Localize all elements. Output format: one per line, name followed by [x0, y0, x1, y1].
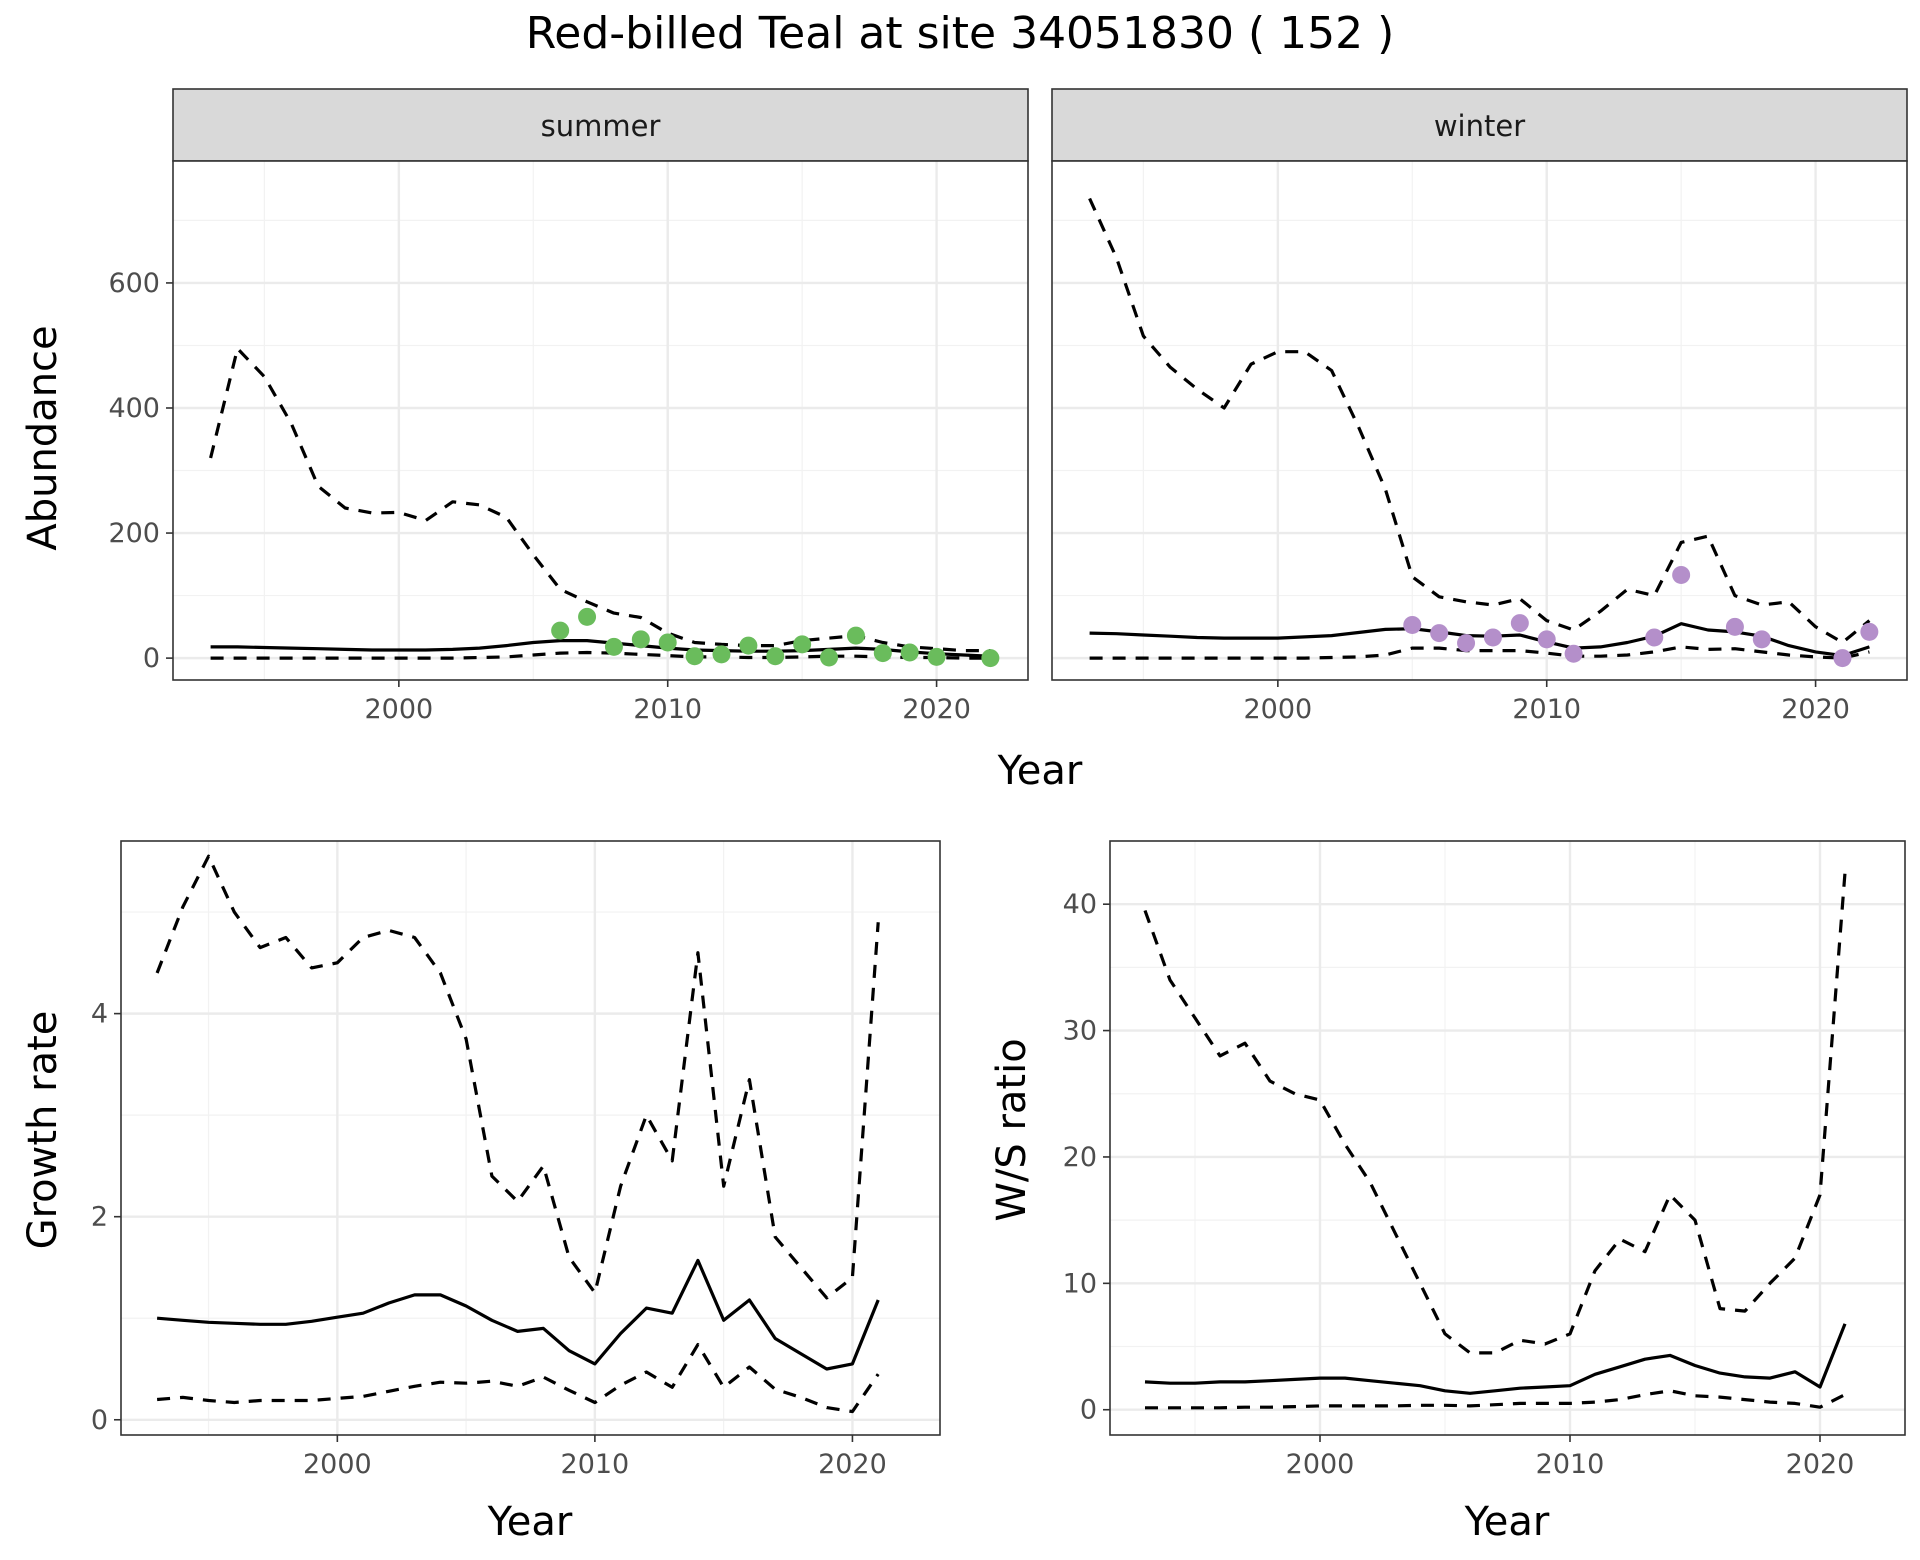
summer-x-tick-label: 2010 — [633, 694, 702, 725]
summer-panel-border — [172, 160, 1029, 681]
summer-count-point — [793, 635, 812, 654]
summer-count-point — [578, 607, 597, 626]
summer-count-point — [900, 643, 919, 662]
top-y-axis-title: Abundance — [20, 325, 66, 550]
ratio-plot-background — [1110, 841, 1905, 1435]
winter-count-point — [1564, 644, 1583, 663]
summer-count-point — [846, 626, 865, 645]
winter-plot-background — [1052, 161, 1907, 680]
summer-count-point — [739, 636, 758, 655]
winter-panel-border — [1051, 160, 1908, 681]
winter-count-point — [1430, 624, 1449, 643]
ratio-y-tick-label: 20 — [1063, 1142, 1097, 1173]
ratio-y-tick-label: 0 — [1080, 1395, 1097, 1426]
growth-y-tick-label: 2 — [91, 1202, 108, 1233]
winter-strip-label: winter — [1434, 109, 1525, 143]
ratio-x-tick-label: 2010 — [1536, 1449, 1605, 1480]
winter-abundance-panel: winter 2000 2010 2020 — [1051, 88, 1908, 725]
winter-strip — [1051, 88, 1908, 162]
growth-panel-border — [120, 840, 941, 1436]
winter-x-tick-label: 2010 — [1512, 694, 1581, 725]
winter-count-point — [1672, 565, 1691, 584]
summer-estimate-line — [210, 639, 991, 658]
summer-count-point — [658, 633, 677, 652]
ws-ratio-panel: 2000 2010 2020 0 10 20 30 40 — [1063, 840, 1906, 1480]
ratio-x-tick-label: 2000 — [1286, 1449, 1355, 1480]
winter-lower-ci-line — [1089, 645, 1870, 660]
summer-count-point — [685, 647, 704, 666]
winter-count-point — [1403, 615, 1422, 634]
summer-x-tick-label: 2000 — [364, 694, 433, 725]
summer-strip — [172, 88, 1029, 162]
summer-y-tick-label: 200 — [108, 518, 160, 549]
summer-plot-background — [173, 161, 1028, 680]
summer-count-point — [712, 645, 731, 664]
growth-x-tick-label: 2010 — [561, 1449, 630, 1480]
top-x-axis-title: Year — [997, 748, 1083, 794]
winter-count-point — [1725, 617, 1744, 636]
summer-count-point — [766, 647, 785, 666]
growth-plot-background — [121, 841, 940, 1435]
summer-count-point — [551, 621, 570, 640]
summer-lower-ci-line — [210, 650, 991, 660]
growth-x-axis-title: Year — [487, 1499, 573, 1545]
winter-count-point — [1537, 630, 1556, 649]
growth-lower-ci-line — [156, 1343, 880, 1414]
winter-count-point — [1483, 628, 1502, 647]
ratio-estimate-line — [1144, 1323, 1847, 1395]
summer-y-tick-label: 0 — [143, 643, 160, 674]
ratio-y-tick-label: 30 — [1063, 1016, 1097, 1047]
growth-y-tick-label: 4 — [91, 999, 108, 1030]
winter-count-point — [1645, 628, 1664, 647]
winter-count-point — [1457, 634, 1476, 653]
ratio-y-tick-label: 40 — [1063, 889, 1097, 920]
growth-x-tick-label: 2000 — [303, 1449, 372, 1480]
summer-count-point — [820, 648, 839, 667]
ratio-x-axis-title: Year — [1464, 1499, 1550, 1545]
growth-y-tick-label: 0 — [91, 1405, 108, 1436]
summer-y-tick-label: 400 — [108, 393, 160, 424]
figure-title: Red-billed Teal at site 34051830 ( 152 ) — [526, 8, 1395, 59]
growth-y-axis-title: Growth rate — [20, 1011, 66, 1250]
winter-count-point — [1833, 649, 1852, 668]
ratio-x-tick-label: 2020 — [1786, 1449, 1855, 1480]
growth-estimate-line — [156, 1258, 880, 1371]
ratio-panel-border — [1109, 840, 1906, 1436]
winter-x-tick-label: 2020 — [1781, 694, 1850, 725]
ratio-y-axis-title: W/S ratio — [989, 1038, 1035, 1221]
summer-abundance-panel: summer 2000 2010 2020 0 200 400 600 — [108, 88, 1029, 725]
winter-count-point — [1752, 630, 1771, 649]
summer-x-tick-label: 2020 — [902, 694, 971, 725]
summer-count-point — [873, 644, 892, 663]
growth-rate-panel: 2000 2010 2020 0 2 4 — [91, 840, 941, 1480]
summer-y-tick-label: 600 — [108, 268, 160, 299]
winter-x-tick-label: 2000 — [1243, 694, 1312, 725]
summer-count-point — [981, 649, 1000, 668]
winter-count-point — [1860, 622, 1879, 641]
winter-count-point — [1510, 614, 1529, 633]
growth-upper-ci-line — [155, 854, 880, 1300]
ratio-lower-ci-line — [1145, 1389, 1846, 1410]
summer-count-point — [604, 637, 623, 656]
summer-count-point — [927, 647, 946, 666]
summer-strip-label: summer — [541, 109, 661, 143]
ratio-y-tick-label: 10 — [1063, 1268, 1097, 1299]
growth-x-tick-label: 2020 — [818, 1449, 887, 1480]
summer-count-point — [631, 630, 650, 649]
winter-upper-ci-line — [1088, 197, 1871, 645]
